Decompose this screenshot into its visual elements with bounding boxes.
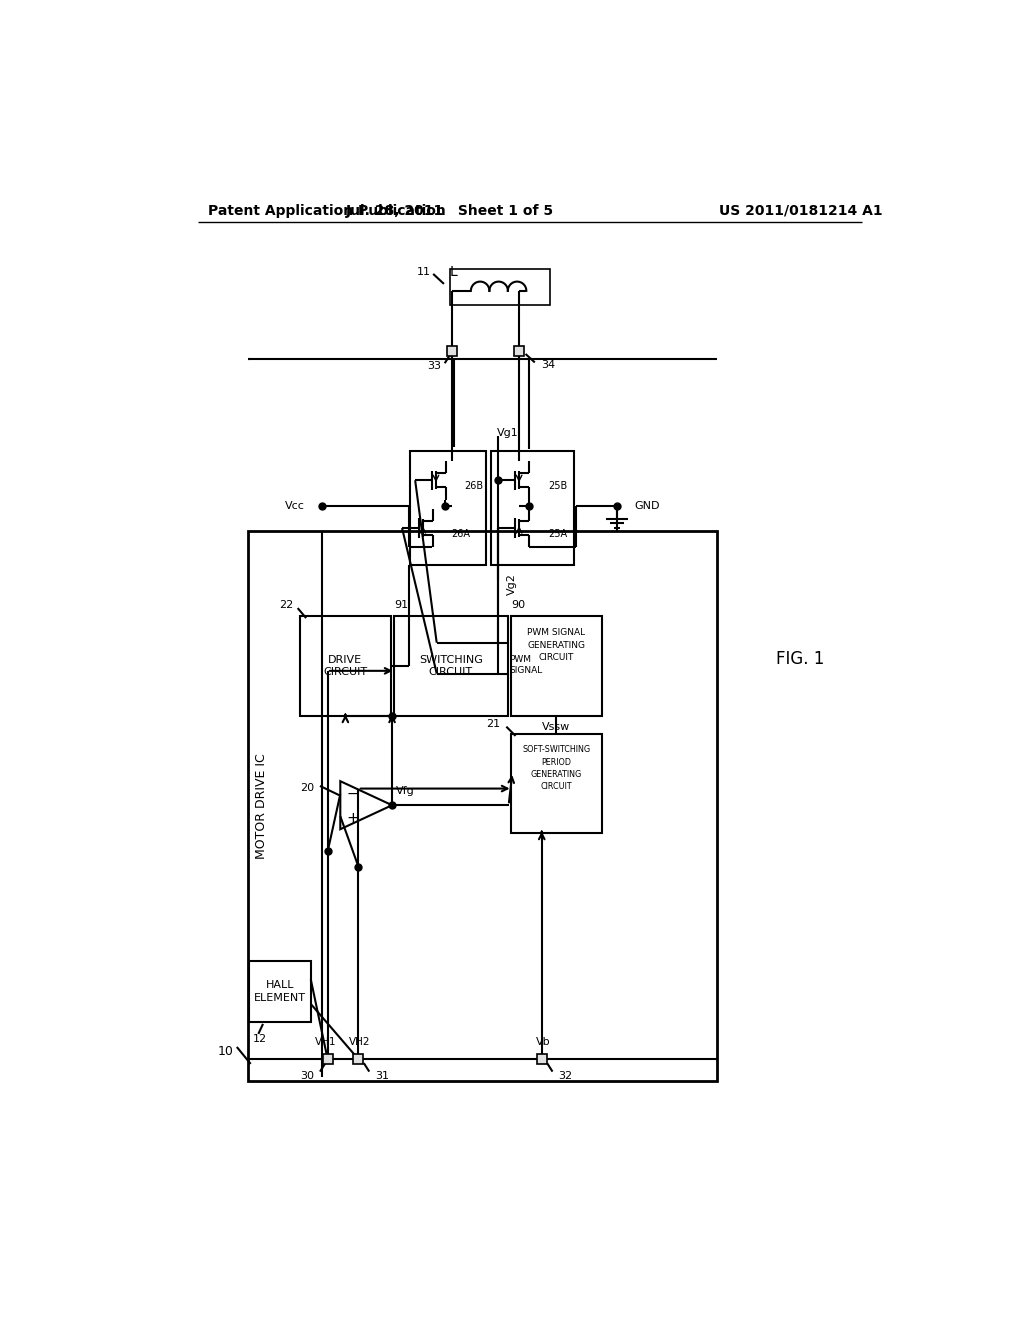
Text: 90: 90 <box>512 601 525 610</box>
Text: GND: GND <box>634 502 659 511</box>
Text: GENERATING: GENERATING <box>527 640 586 649</box>
Text: FIG. 1: FIG. 1 <box>776 649 824 668</box>
Text: ELEMENT: ELEMENT <box>254 994 306 1003</box>
Text: 34: 34 <box>541 360 555 370</box>
Bar <box>514 346 524 356</box>
Text: 30: 30 <box>300 1072 313 1081</box>
Bar <box>300 615 391 715</box>
Text: Vcc: Vcc <box>285 502 304 511</box>
Bar <box>511 734 602 833</box>
Bar <box>353 1055 364 1064</box>
Text: DRIVE: DRIVE <box>329 655 362 665</box>
Bar <box>394 615 508 715</box>
Text: +: + <box>346 810 358 826</box>
Text: 26A: 26A <box>452 529 471 539</box>
Text: −: − <box>346 787 358 801</box>
Text: Vg1: Vg1 <box>497 428 519 437</box>
Bar <box>410 451 485 565</box>
Text: SWITCHING: SWITCHING <box>419 655 483 665</box>
Text: PWM: PWM <box>509 655 531 664</box>
Text: 25B: 25B <box>548 482 567 491</box>
Text: 10: 10 <box>218 1045 233 1059</box>
Bar <box>511 615 602 715</box>
Text: 12: 12 <box>253 1035 267 1044</box>
Text: 91: 91 <box>394 601 409 610</box>
Text: 21: 21 <box>486 718 500 729</box>
Text: VH1: VH1 <box>315 1038 337 1047</box>
Text: PERIOD: PERIOD <box>542 758 571 767</box>
Text: VH2: VH2 <box>349 1038 371 1047</box>
Text: PWM SIGNAL: PWM SIGNAL <box>527 628 586 638</box>
Text: Patent Application Publication: Patent Application Publication <box>208 203 445 218</box>
Text: 26B: 26B <box>465 482 484 491</box>
Text: Vfg: Vfg <box>396 787 415 796</box>
Text: 20: 20 <box>300 783 313 793</box>
Text: 22: 22 <box>280 601 294 610</box>
Text: L: L <box>451 265 458 280</box>
Bar <box>537 1055 547 1064</box>
Text: 31: 31 <box>376 1072 389 1081</box>
Text: 11: 11 <box>417 268 431 277</box>
Bar <box>447 346 458 356</box>
Text: US 2011/0181214 A1: US 2011/0181214 A1 <box>719 203 883 218</box>
Bar <box>490 451 574 565</box>
Bar <box>323 1055 333 1064</box>
Text: Vg2: Vg2 <box>507 573 517 595</box>
Text: MOTOR DRIVE IC: MOTOR DRIVE IC <box>255 754 268 859</box>
Text: GENERATING: GENERATING <box>530 770 582 779</box>
Text: Vb: Vb <box>536 1038 551 1047</box>
Text: CIRCUIT: CIRCUIT <box>541 783 572 791</box>
Bar <box>248 531 717 1081</box>
Text: Jul. 28, 2011   Sheet 1 of 5: Jul. 28, 2011 Sheet 1 of 5 <box>346 203 554 218</box>
Text: SIGNAL: SIGNAL <box>509 667 543 675</box>
Text: 25A: 25A <box>548 529 567 539</box>
Text: CIRCUIT: CIRCUIT <box>324 667 368 677</box>
Text: CIRCUIT: CIRCUIT <box>539 653 574 661</box>
Text: HALL: HALL <box>265 979 294 990</box>
Text: SOFT-SWITCHING: SOFT-SWITCHING <box>522 746 591 754</box>
Text: Vssw: Vssw <box>543 722 570 731</box>
Text: 33: 33 <box>428 362 441 371</box>
Text: CIRCUIT: CIRCUIT <box>429 667 473 677</box>
Bar <box>249 961 310 1022</box>
Text: 32: 32 <box>559 1072 572 1081</box>
Bar <box>451 269 550 305</box>
